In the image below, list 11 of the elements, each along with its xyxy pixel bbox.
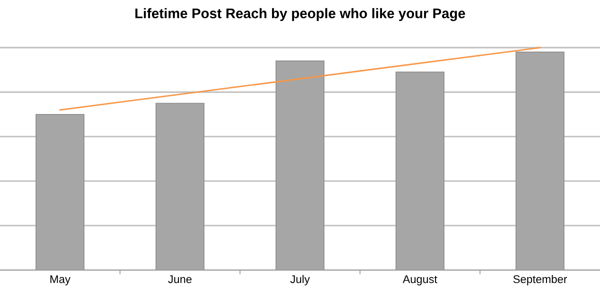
chart-title: Lifetime Post Reach by people who like your Page (135, 8, 466, 22)
x-tick-label: September (513, 274, 567, 286)
x-tick-label: July (290, 274, 310, 286)
bar (276, 60, 324, 270)
x-tick-label: May (50, 275, 70, 286)
x-tick-label: June (168, 275, 192, 284)
bar (516, 52, 564, 270)
bar (156, 102, 204, 270)
x-tick-label: August (402, 275, 438, 286)
bar (36, 114, 84, 270)
bar (396, 72, 444, 270)
